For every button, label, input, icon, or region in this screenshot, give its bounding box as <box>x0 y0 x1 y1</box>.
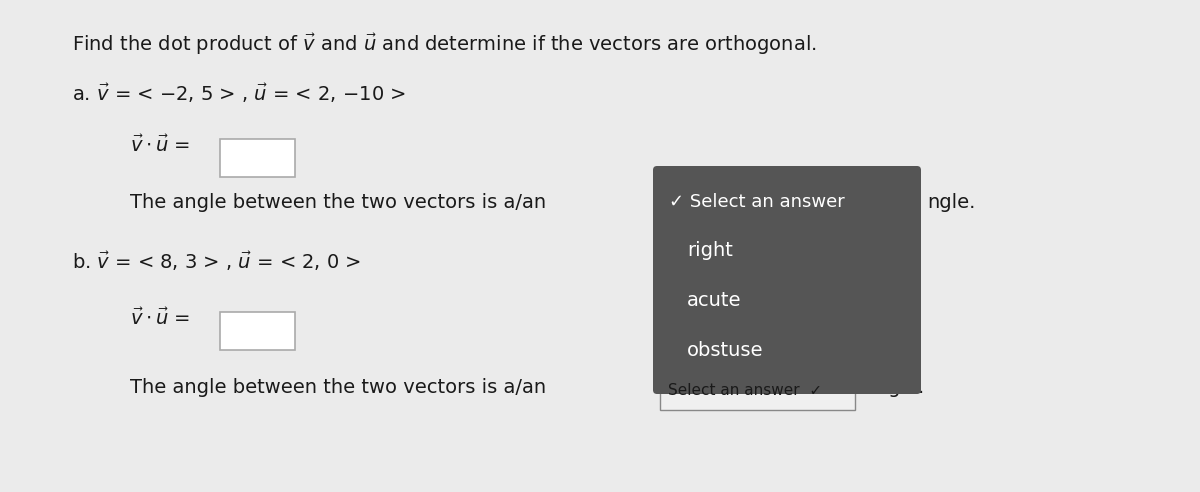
FancyBboxPatch shape <box>220 312 295 350</box>
Text: ✓ Select an answer: ✓ Select an answer <box>670 193 845 211</box>
Text: b. $\vec{v}$ = < 8, 3 > , $\vec{u}$ = < 2, 0 >: b. $\vec{v}$ = < 8, 3 > , $\vec{u}$ = < … <box>72 250 361 273</box>
Text: acute: acute <box>686 291 742 310</box>
Text: $\vec{v} \cdot \vec{u}$ =: $\vec{v} \cdot \vec{u}$ = <box>130 135 191 156</box>
Text: Select an answer  ✓: Select an answer ✓ <box>668 383 822 398</box>
Text: Find the dot product of $\vec{v}$ and $\vec{u}$ and determine if the vectors are: Find the dot product of $\vec{v}$ and $\… <box>72 32 817 57</box>
Text: The angle between the two vectors is a/an: The angle between the two vectors is a/a… <box>130 378 546 397</box>
Text: right: right <box>686 241 733 260</box>
Text: a. $\vec{v}$ = < $-$2, 5 > , $\vec{u}$ = < 2, $-$10 >: a. $\vec{v}$ = < $-$2, 5 > , $\vec{u}$ =… <box>72 82 406 105</box>
Text: obstuse: obstuse <box>686 341 763 360</box>
Text: The angle between the two vectors is a/an: The angle between the two vectors is a/a… <box>130 193 546 212</box>
Text: ngle.: ngle. <box>928 193 976 212</box>
FancyBboxPatch shape <box>653 166 922 394</box>
Text: angle.: angle. <box>865 378 925 397</box>
Text: $\vec{v} \cdot \vec{u}$ =: $\vec{v} \cdot \vec{u}$ = <box>130 308 191 329</box>
FancyBboxPatch shape <box>660 380 854 410</box>
FancyBboxPatch shape <box>220 139 295 177</box>
